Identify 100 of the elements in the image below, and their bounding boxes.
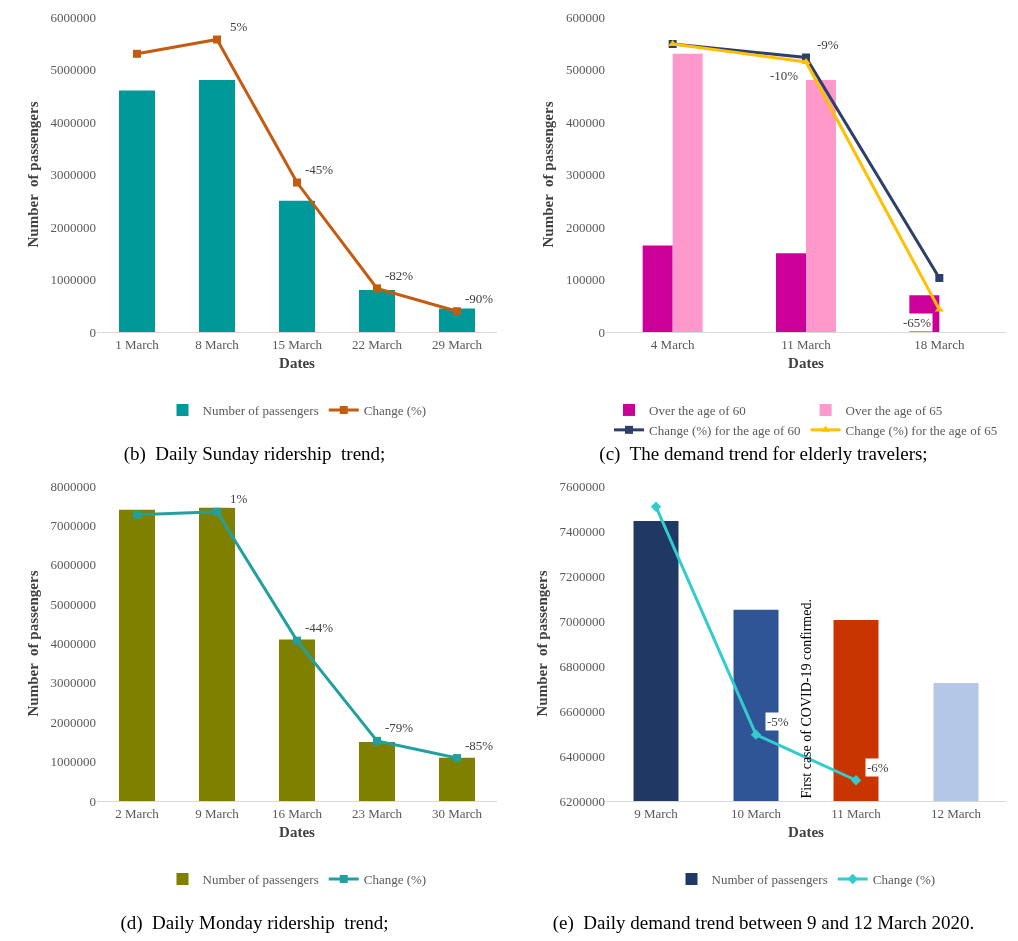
y-tick-label: 6800000 [559, 658, 605, 674]
legend-label: Change (%) for the age of 65 [845, 422, 998, 438]
y-tick-label: 6400000 [559, 748, 605, 764]
y-tick-label: 8000000 [50, 478, 96, 494]
x-tick-label: 18 March [914, 336, 965, 352]
point [213, 35, 221, 44]
point [133, 49, 141, 58]
x-tick-label: 8 March [195, 336, 240, 352]
x-tick-label: 10 March [730, 805, 782, 821]
point [934, 305, 944, 312]
x-tick-label: 4 March [650, 336, 695, 352]
y-tick-label: 400000 [566, 114, 605, 130]
x-tick-label: 2 March [115, 805, 160, 821]
y-tick-label: 6600000 [559, 703, 605, 719]
bar [776, 253, 806, 332]
bar [439, 308, 475, 332]
bar [279, 639, 315, 801]
legend-label: Number of passengers [711, 872, 828, 888]
y-tick-label: 5000000 [50, 62, 96, 78]
y-tick-label: 7600000 [559, 478, 605, 494]
data-label: -10% [770, 68, 799, 83]
y-tick-label: 100000 [566, 272, 605, 288]
point [133, 510, 141, 519]
x-tick-label: 30 March [431, 805, 483, 821]
x-tick-label: 29 March [431, 336, 483, 352]
x-tick-label: 23 March [351, 805, 403, 821]
y-tick-label: 1000000 [50, 754, 96, 770]
y-tick-label: 6200000 [559, 793, 605, 809]
point [373, 284, 381, 293]
x-tick-label: 12 March [930, 805, 982, 821]
legend-label: Over the age of 65 [845, 403, 943, 419]
y-tick-label: 2000000 [50, 219, 96, 235]
data-label: -82% [385, 268, 414, 283]
legend-label: Number of passengers [202, 872, 319, 888]
y-tick-label: 2000000 [50, 714, 96, 730]
legend-label: Change (%) [363, 403, 427, 419]
point [213, 507, 221, 516]
data-label: -5% [767, 714, 789, 729]
bar [279, 200, 315, 332]
legend-label: Change (%) [363, 872, 427, 888]
point [293, 178, 301, 187]
y-tick-label: 3000000 [50, 167, 96, 183]
data-label: -79% [385, 720, 414, 735]
x-axis-title: Dates [788, 823, 825, 840]
bar [642, 245, 673, 332]
x-tick-label: 11 March [781, 336, 832, 352]
data-label: -65% [903, 315, 932, 330]
x-tick-label: 15 March [271, 336, 323, 352]
y-tick-label: 0 [89, 324, 96, 340]
bar [199, 507, 235, 801]
y-tick-label: 500000 [566, 62, 605, 78]
y-tick-label: 7000000 [50, 517, 96, 533]
x-axis-title: Dates [279, 354, 316, 371]
point [293, 636, 301, 645]
text: (b) Daily Sunday ridership trend; [123, 443, 386, 466]
data-label: -85% [465, 738, 494, 753]
data-label: -45% [305, 162, 334, 177]
y-axis-title: Number of passengers [24, 570, 41, 717]
y-tick-label: 200000 [566, 219, 605, 235]
y-tick-label: 6000000 [50, 557, 96, 573]
text: (d) Daily Monday ridership trend; [120, 912, 389, 935]
y-axis-title: Number of passengers [533, 570, 550, 717]
bar [439, 757, 475, 801]
bar [119, 509, 155, 801]
y-tick-label: 300000 [566, 167, 605, 183]
data-label: -44% [305, 620, 334, 635]
bar [119, 90, 155, 332]
x-axis-title: Dates [279, 823, 316, 840]
x-tick-label: 9 March [195, 805, 240, 821]
y-tick-label: 4000000 [50, 636, 96, 652]
bar [672, 53, 703, 332]
annotation: First case of COVID-19 confirmed. [798, 599, 814, 799]
y-tick-label: 7000000 [559, 613, 605, 629]
bar [806, 80, 836, 332]
y-tick-label: 6000000 [50, 9, 96, 25]
y-tick-label: 1000000 [50, 272, 96, 288]
y-tick-label: 3000000 [50, 675, 96, 691]
y-tick-label: 7400000 [559, 523, 605, 539]
y-axis-title: Number of passengers [540, 101, 557, 248]
point [453, 754, 461, 763]
y-tick-label: 0 [598, 324, 605, 340]
legend-label: Over the age of 60 [649, 403, 746, 419]
x-tick-label: 1 March [115, 336, 160, 352]
x-tick-label: 11 March [831, 805, 882, 821]
y-tick-label: 7200000 [559, 568, 605, 584]
data-label: -90% [465, 291, 494, 306]
y-tick-label: 5000000 [50, 596, 96, 612]
data-label: -6% [867, 760, 889, 775]
text: (e) Daily demand trend between 9 and 12 March 2020. [552, 912, 975, 935]
text: (c) The demand trend for elderly travelers; [599, 443, 928, 466]
x-tick-label: 16 March [271, 805, 323, 821]
x-axis-title: Dates [788, 354, 825, 371]
x-tick-label: 9 March [634, 805, 679, 821]
y-axis-title: Number of passengers [24, 101, 41, 248]
point [935, 274, 944, 282]
point [373, 736, 381, 745]
legend-label: Number of passengers [202, 403, 319, 419]
y-tick-label: 600000 [566, 9, 605, 25]
bar [359, 741, 395, 801]
data-label: 5% [230, 19, 248, 34]
